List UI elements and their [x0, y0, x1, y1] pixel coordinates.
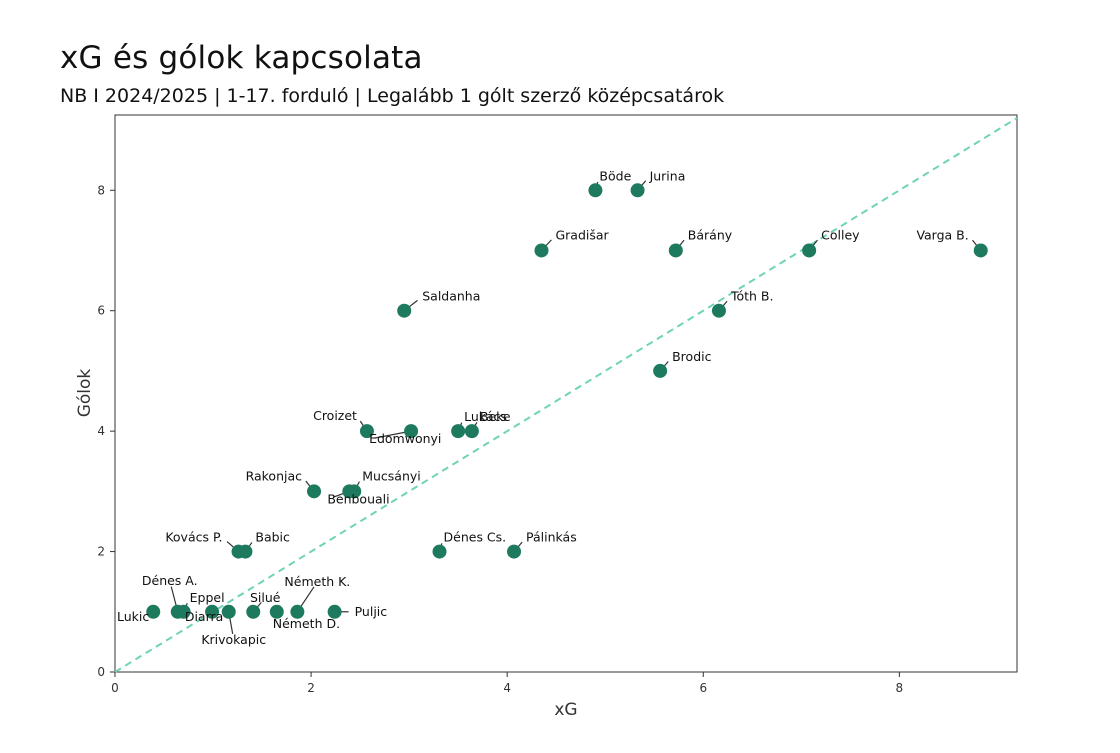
scatter-point	[290, 604, 305, 619]
scatter-point	[653, 363, 668, 378]
point-label: Dénes A.	[142, 573, 198, 588]
x-tick-label: 8	[896, 681, 904, 695]
x-axis-ticks: 0 2 4 6 8	[111, 672, 903, 695]
scatter-point	[397, 303, 412, 318]
scatter-point	[359, 424, 374, 439]
y-axis-label: Gólok	[75, 369, 95, 418]
scatter-point	[146, 604, 161, 619]
point-label: Böde	[599, 168, 631, 183]
chart-subtitle: NB I 2024/2025 | 1-17. forduló | Legaláb…	[60, 85, 725, 107]
scatter-point	[327, 604, 342, 619]
scatter-point	[802, 243, 817, 258]
scatter-point	[588, 183, 603, 198]
diagonal-reference-line	[114, 117, 1018, 673]
point-labels: Böde Jurina Gradišar Bárány Colley Varga B. Sa…	[117, 168, 969, 647]
point-label: Lukács	[464, 409, 507, 424]
point-label: Mucsányi	[362, 468, 421, 483]
x-tick-label: 4	[503, 681, 511, 695]
scatter-point	[711, 303, 726, 318]
scatter-point	[347, 484, 362, 499]
point-label: Dénes Cs.	[444, 530, 507, 545]
scatter-point	[176, 604, 191, 619]
point-label: Diarra	[185, 609, 223, 624]
label-leader-lines	[170, 180, 982, 634]
point-label: Saldanha	[422, 289, 480, 304]
scatter-point	[464, 424, 479, 439]
y-axis-ticks: 0 2 4 6 8	[97, 183, 115, 679]
y-tick-label: 2	[97, 545, 105, 559]
scatter-point	[507, 544, 522, 559]
scatter-point	[668, 243, 683, 258]
data-points	[146, 183, 988, 619]
point-label: Rakonjac	[246, 468, 303, 483]
scatter-point	[205, 604, 220, 619]
scatter-point	[451, 424, 466, 439]
scatter-point	[238, 544, 253, 559]
scatter-point	[432, 544, 447, 559]
point-label: Silué	[250, 590, 281, 605]
point-label: Brodic	[672, 349, 711, 364]
x-axis-label: xG	[554, 700, 577, 720]
point-label: Beke	[480, 409, 511, 424]
point-label: Kovács P.	[165, 530, 222, 545]
y-tick-label: 8	[97, 183, 105, 197]
scatter-point	[404, 424, 419, 439]
scatter-point	[246, 604, 261, 619]
point-label: Eppel	[190, 590, 225, 605]
point-label: Pálinkás	[526, 530, 577, 545]
y-tick-label: 0	[97, 665, 105, 679]
scatter-point	[630, 183, 645, 198]
point-label: Jurina	[649, 168, 686, 183]
point-label: Varga B.	[916, 227, 968, 242]
point-label: Gradišar	[555, 227, 609, 242]
x-tick-label: 0	[111, 681, 119, 695]
scatter-point	[534, 243, 549, 258]
point-label: Tóth B.	[730, 289, 774, 304]
point-label: Németh D.	[273, 616, 340, 631]
scatter-point	[221, 604, 236, 619]
y-tick-label: 6	[97, 304, 105, 318]
point-label: Németh K.	[284, 574, 350, 589]
scatter-point	[269, 604, 284, 619]
plot-frame	[114, 114, 1018, 673]
point-label: Babic	[255, 530, 290, 545]
scatter-point	[307, 484, 322, 499]
point-label: Puljic	[355, 604, 388, 619]
y-tick-label: 4	[97, 424, 105, 438]
point-label: Colley	[821, 227, 860, 242]
point-label: Edomwonyi	[369, 431, 441, 446]
scatter-point	[973, 243, 988, 258]
point-label: Krivokapic	[201, 632, 266, 647]
point-label: Bárány	[688, 227, 733, 242]
x-tick-label: 2	[307, 681, 315, 695]
point-label: Croizet	[313, 408, 357, 423]
point-label: Benbouali	[327, 491, 389, 506]
chart-title: xG és gólok kapcsolata	[60, 40, 423, 76]
x-tick-label: 6	[699, 681, 707, 695]
point-label: Lukic	[117, 609, 149, 624]
